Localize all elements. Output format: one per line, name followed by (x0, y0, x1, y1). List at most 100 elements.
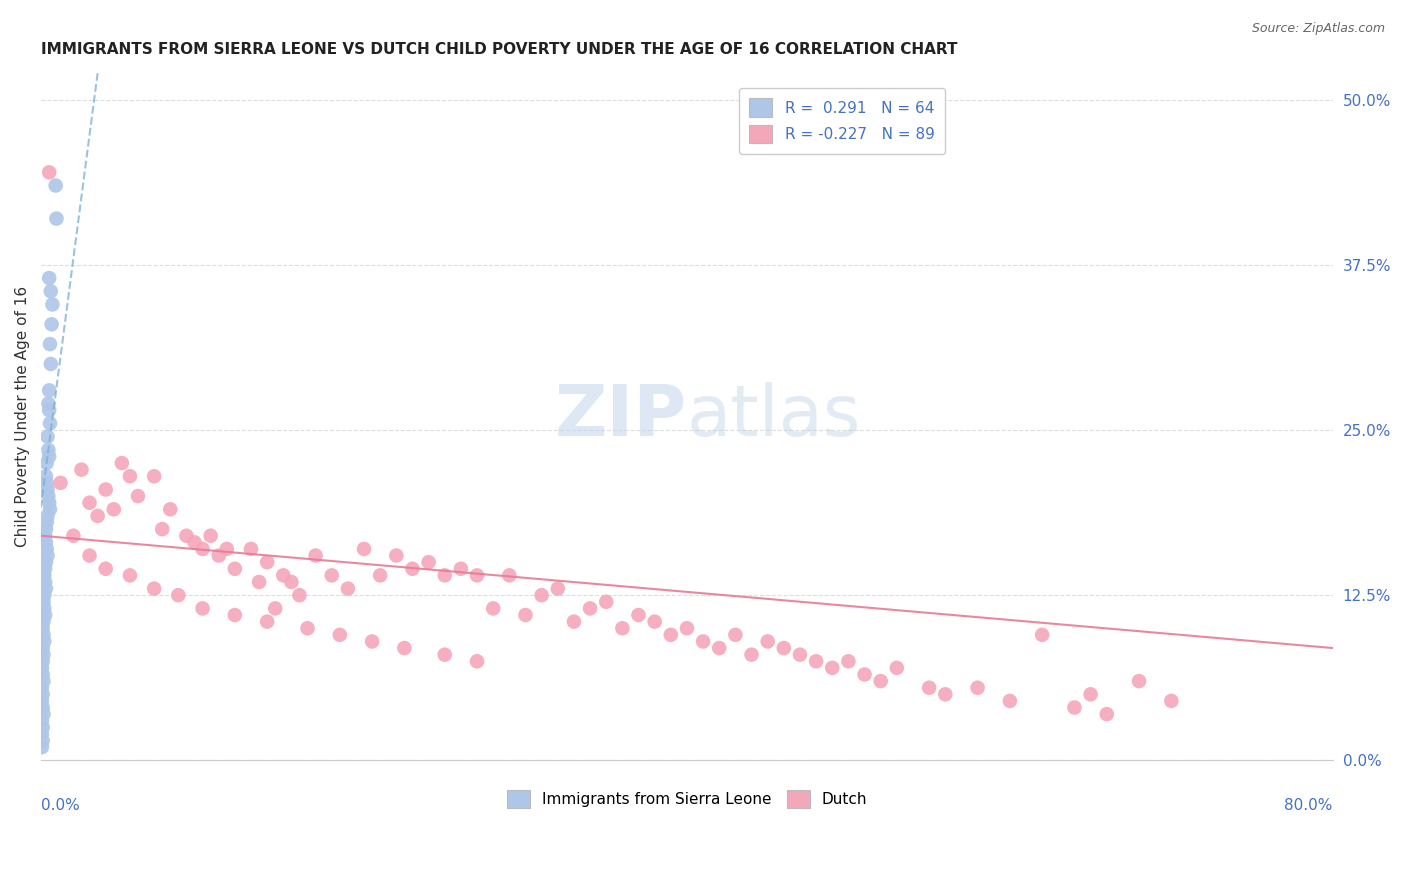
Point (256, 555, 278, 569)
Point (433, 568, 456, 582)
Point (31, 681, 53, 695)
Point (240, 541, 263, 556)
Point (38, 165, 60, 179)
Point (886, 661, 908, 675)
Point (143, 469, 166, 483)
Point (34, 601, 56, 615)
Point (329, 628, 352, 642)
Point (94, 483, 117, 497)
Point (191, 601, 214, 615)
Point (450, 562, 472, 576)
Point (288, 588, 311, 602)
Point (35, 522, 58, 536)
Point (644, 615, 666, 629)
Point (271, 568, 294, 582)
Point (297, 621, 319, 635)
Text: ZIP: ZIP (555, 383, 688, 451)
Point (31, 574, 53, 589)
Point (41, 318, 63, 332)
Point (676, 621, 699, 635)
Point (612, 621, 634, 635)
Point (918, 681, 941, 695)
Point (39, 357, 62, 371)
Point (32, 615, 55, 629)
Point (103, 502, 125, 516)
Point (35, 541, 58, 556)
Point (32, 648, 55, 662)
Point (79, 549, 101, 563)
Point (32, 628, 55, 642)
Point (368, 568, 391, 582)
Point (215, 541, 238, 556)
Point (280, 574, 302, 589)
Point (31, 582, 53, 596)
Text: Source: ZipAtlas.com: Source: ZipAtlas.com (1251, 22, 1385, 36)
Point (34, 634, 56, 648)
Point (34, 562, 56, 576)
Point (167, 588, 190, 602)
Point (176, 529, 198, 543)
Point (530, 588, 553, 602)
Point (31, 661, 53, 675)
Point (39, 502, 62, 516)
Point (41, 297, 63, 311)
Point (183, 535, 205, 549)
Text: 80.0%: 80.0% (1285, 798, 1333, 814)
Y-axis label: Child Poverty Under the Age of 16: Child Poverty Under the Age of 16 (15, 286, 30, 548)
Point (31, 700, 53, 714)
Point (86, 508, 108, 523)
Point (998, 694, 1021, 708)
Point (118, 469, 141, 483)
Point (966, 681, 988, 695)
Point (385, 549, 408, 563)
Point (35, 469, 58, 483)
Point (35, 475, 58, 490)
Point (35, 516, 58, 530)
Point (31, 667, 53, 681)
Point (304, 549, 326, 563)
Point (1063, 700, 1085, 714)
Point (159, 502, 181, 516)
Point (34, 607, 56, 622)
Text: 0.0%: 0.0% (41, 798, 80, 814)
Point (34, 568, 56, 582)
Point (1095, 707, 1118, 722)
Point (143, 582, 166, 596)
Point (200, 529, 222, 543)
Point (35, 535, 58, 549)
Point (31, 568, 53, 582)
Point (562, 615, 585, 629)
Point (38, 384, 60, 398)
Point (118, 568, 141, 582)
Point (94, 562, 117, 576)
Point (34, 529, 56, 543)
Point (756, 634, 779, 648)
Point (418, 555, 440, 569)
Point (659, 628, 682, 642)
Point (837, 654, 859, 668)
Point (31, 595, 53, 609)
Point (789, 648, 811, 662)
Point (465, 568, 488, 582)
Point (31, 727, 53, 741)
Point (191, 541, 214, 556)
Point (32, 674, 55, 689)
Point (724, 628, 747, 642)
Point (49, 475, 72, 490)
Point (37, 396, 59, 410)
Point (627, 607, 650, 622)
Point (934, 687, 956, 701)
Point (31, 588, 53, 602)
Point (1080, 687, 1102, 701)
Point (31, 714, 53, 728)
Point (579, 601, 602, 615)
Point (853, 667, 876, 681)
Text: atlas: atlas (688, 383, 862, 451)
Point (264, 601, 287, 615)
Point (595, 595, 617, 609)
Point (31, 641, 53, 656)
Point (31, 694, 53, 708)
Point (401, 562, 423, 576)
Point (127, 489, 149, 503)
Point (31, 654, 53, 668)
